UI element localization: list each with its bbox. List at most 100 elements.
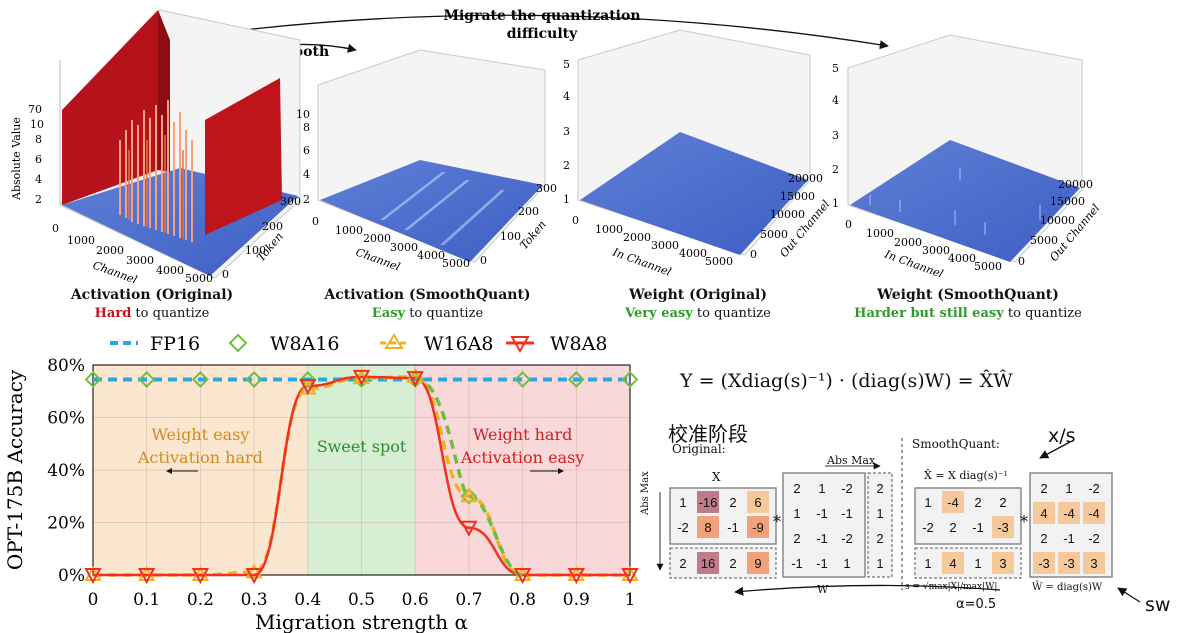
x-tick-label: 0.8 — [509, 590, 536, 610]
svg-text:0: 0 — [572, 214, 579, 227]
w8a16-marker — [514, 371, 532, 388]
x-tick-label: 1 — [625, 590, 636, 610]
plot-frame — [92, 364, 631, 576]
svg-text:5000: 5000 — [1030, 234, 1058, 247]
svg-text:100: 100 — [500, 230, 521, 243]
w8a8-marker — [460, 520, 478, 537]
svg-text:5000: 5000 — [705, 255, 733, 268]
w-absmax-cell: 1 — [876, 505, 884, 521]
w8a16-marker — [245, 371, 263, 388]
svg-text:3: 3 — [563, 125, 570, 138]
mult-star-2: * — [1020, 512, 1028, 531]
svg-text:4000: 4000 — [156, 264, 184, 277]
caption-title-3: Weight (Original) — [629, 287, 767, 303]
svg-text:2: 2 — [303, 193, 310, 206]
w-matrix-cell: -1 — [816, 505, 828, 521]
y-tick-label: 20% — [47, 514, 85, 534]
w8a8-marker — [299, 379, 317, 396]
w16a8-marker — [460, 487, 478, 503]
x-absmax-cell: 2 — [679, 555, 687, 571]
surface-panels: Smooth Migrate the quantization difficul… — [10, 8, 1103, 287]
x-tick-label: 0 — [88, 590, 99, 610]
caption-sub-4: Harder but still easy to quantize — [854, 306, 1082, 321]
svg-text:0: 0 — [480, 254, 487, 267]
w-matrix-cell: -2 — [841, 480, 853, 496]
outlier-wall-right — [205, 78, 282, 235]
x-tick-label: 0.9 — [563, 590, 590, 610]
svg-text:3000: 3000 — [390, 241, 418, 254]
svg-text:3000: 3000 — [651, 239, 679, 252]
w8a8-marker — [567, 568, 585, 585]
y-ticks-4: 0 5000 10000 15000 20000 — [1018, 178, 1093, 268]
x-tick-label: 0.4 — [294, 590, 321, 610]
abs-max-top-label: Abs Max — [827, 454, 876, 467]
xs-annotation: x/s — [1048, 425, 1076, 447]
migrate-label-2: difficulty — [507, 26, 578, 42]
z-ticks-4: 1 2 3 4 5 — [832, 62, 839, 210]
z-ticks-1: 2 4 6 8 10 70 — [28, 103, 44, 206]
w-matrix-cell: 2 — [793, 530, 801, 546]
region-label-1: Sweet spot — [317, 437, 407, 456]
svg-text:2: 2 — [563, 159, 570, 172]
svg-text:10000: 10000 — [1040, 214, 1075, 227]
svg-text:4000: 4000 — [948, 252, 976, 265]
right-arrow-head — [558, 468, 564, 474]
svg-text:5000: 5000 — [185, 272, 213, 285]
x-absmax-cell: 9 — [747, 552, 769, 574]
w8a8-marker — [621, 568, 639, 585]
w-absmax-cell: 2 — [876, 530, 884, 546]
what-matrix-cell: 2 — [1040, 530, 1048, 546]
x-ticks-1: 0 1000 2000 3000 4000 5000 — [52, 222, 213, 285]
what-matrix-cell: 4 — [1033, 502, 1055, 524]
what-matrix-cell: -3 — [1058, 552, 1080, 574]
what-matrix-cell: -2 — [1088, 530, 1100, 546]
x-axis-label: Migration strength α — [255, 610, 468, 633]
svg-text:4: 4 — [303, 168, 310, 181]
calibration-label: 校准阶段 — [668, 422, 748, 446]
z-ticks-2: 2 4 6 8 10 — [296, 108, 310, 206]
xhat-matrix-cell: 2 — [949, 519, 957, 535]
y-tick-label: 80% — [47, 356, 85, 376]
svg-text:2: 2 — [35, 193, 42, 206]
x-ticks-3: 0 1000 2000 3000 4000 5000 — [572, 214, 733, 268]
y-axis-label: OPT-175B Accuracy — [3, 369, 27, 570]
caption-sub-1: Hard to quantize — [94, 306, 210, 321]
svg-text:200: 200 — [262, 220, 283, 233]
what-matrix-cell: -3 — [1033, 552, 1055, 574]
x-matrix-cell: 2 — [729, 494, 737, 510]
svg-text:10: 10 — [296, 108, 310, 121]
s-vector-cell: 4 — [942, 552, 964, 574]
svg-text:100: 100 — [245, 244, 266, 257]
w8a8-marker — [84, 568, 102, 585]
w-matrix-cell: 1 — [793, 505, 801, 521]
x-absmax-cell: 16 — [697, 552, 719, 574]
what-matrix-cell: -4 — [1058, 502, 1080, 524]
w8a16-marker — [567, 371, 585, 388]
xhat-matrix-cell: -2 — [922, 519, 934, 535]
xs-arrow — [1039, 441, 1071, 459]
svg-text:1: 1 — [832, 197, 839, 210]
svg-text:3: 3 — [832, 129, 839, 142]
w8a8-marker — [352, 369, 371, 386]
w-matrix-label: W — [817, 583, 829, 596]
svg-text:1000: 1000 — [866, 227, 894, 240]
w8a8-marker — [245, 568, 263, 585]
svg-text:2000: 2000 — [623, 231, 651, 244]
svg-text:2000: 2000 — [363, 232, 391, 245]
svg-text:5000: 5000 — [974, 260, 1002, 273]
caption-title-2: Activation (SmoothQuant) — [324, 287, 531, 303]
w-matrix-cell: 1 — [843, 555, 851, 571]
svg-text:2: 2 — [832, 163, 839, 176]
zlabel: Absolute Value — [10, 117, 23, 201]
x-matrix-cell: -9 — [747, 516, 769, 538]
x-tick-label: 0.5 — [348, 590, 375, 610]
what-label: Ŵ = diag(s)W — [1032, 582, 1103, 593]
what-matrix-cell: 1 — [1065, 480, 1073, 496]
z-ticks-3: 1 2 3 4 5 — [563, 58, 570, 206]
svg-text:0: 0 — [312, 215, 319, 228]
caption-sub-3: Very easy to quantize — [625, 306, 771, 321]
caption-title-4: Weight (SmoothQuant) — [877, 287, 1059, 303]
what-matrix-cell: 3 — [1083, 552, 1105, 574]
x-matrix-cell: 8 — [697, 516, 719, 538]
svg-text:15000: 15000 — [780, 190, 815, 203]
